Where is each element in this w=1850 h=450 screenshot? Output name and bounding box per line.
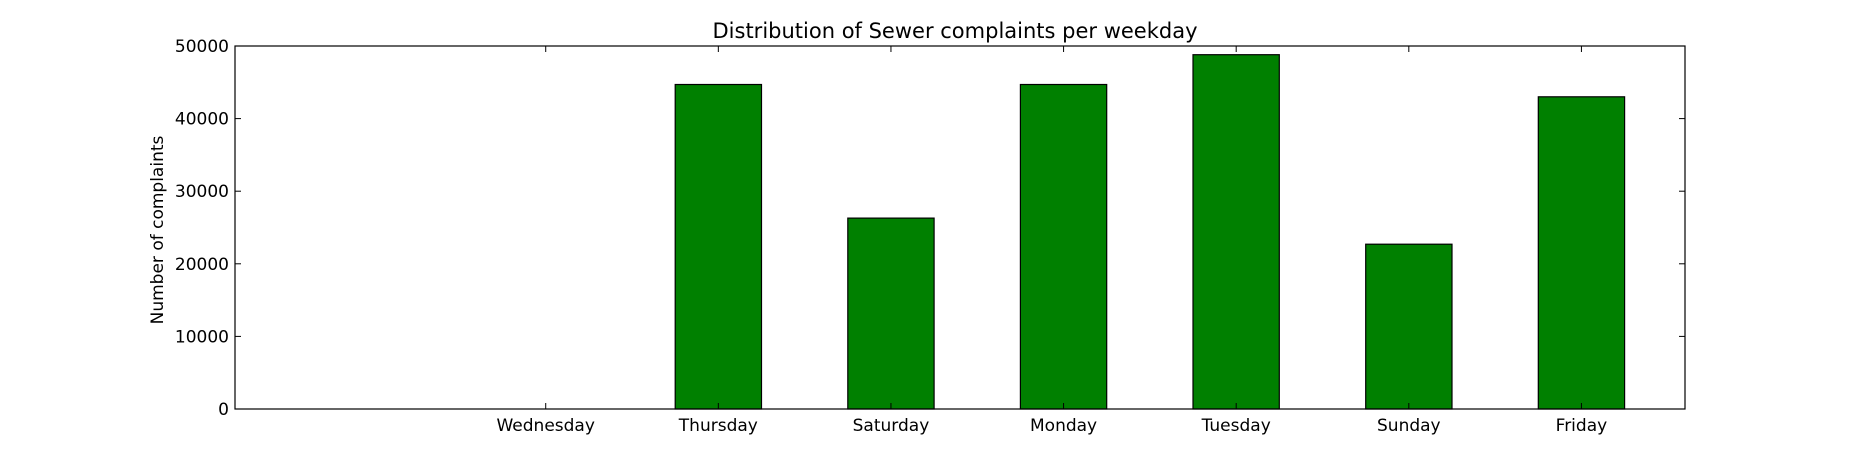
x-tick-label: Saturday bbox=[853, 416, 930, 436]
bars-group bbox=[674, 54, 1626, 410]
y-tick-label: 30000 bbox=[175, 182, 229, 202]
y-tick-label: 0 bbox=[218, 400, 229, 420]
x-tick-label: Friday bbox=[1556, 416, 1608, 436]
x-tick-label: Tuesday bbox=[1201, 416, 1271, 436]
bar-thursday bbox=[674, 83, 763, 410]
y-tick-label: 40000 bbox=[175, 110, 229, 130]
bar-sunday bbox=[1365, 243, 1453, 410]
y-axis-label: Number of complaints bbox=[148, 135, 168, 324]
bar-monday bbox=[1019, 83, 1108, 410]
x-tick-label: Thursday bbox=[678, 416, 758, 436]
y-tick-label: 20000 bbox=[175, 255, 229, 275]
bar-tuesday bbox=[1192, 54, 1280, 410]
y-tick-label: 50000 bbox=[175, 37, 229, 57]
x-tick-label: Wednesday bbox=[496, 416, 594, 436]
bar-friday bbox=[1537, 96, 1626, 410]
chart-title: Distribution of Sewer complaints per wee… bbox=[713, 19, 1198, 43]
bar-saturday bbox=[847, 217, 935, 410]
ticks-group: Wednesday Thursday Saturday Monday Tuesday Su… bbox=[175, 37, 1685, 436]
plot-frame bbox=[234, 45, 1686, 410]
x-tick-label: Monday bbox=[1030, 416, 1097, 436]
y-tick-label: 10000 bbox=[175, 327, 229, 347]
x-tick-label: Sunday bbox=[1377, 416, 1441, 436]
